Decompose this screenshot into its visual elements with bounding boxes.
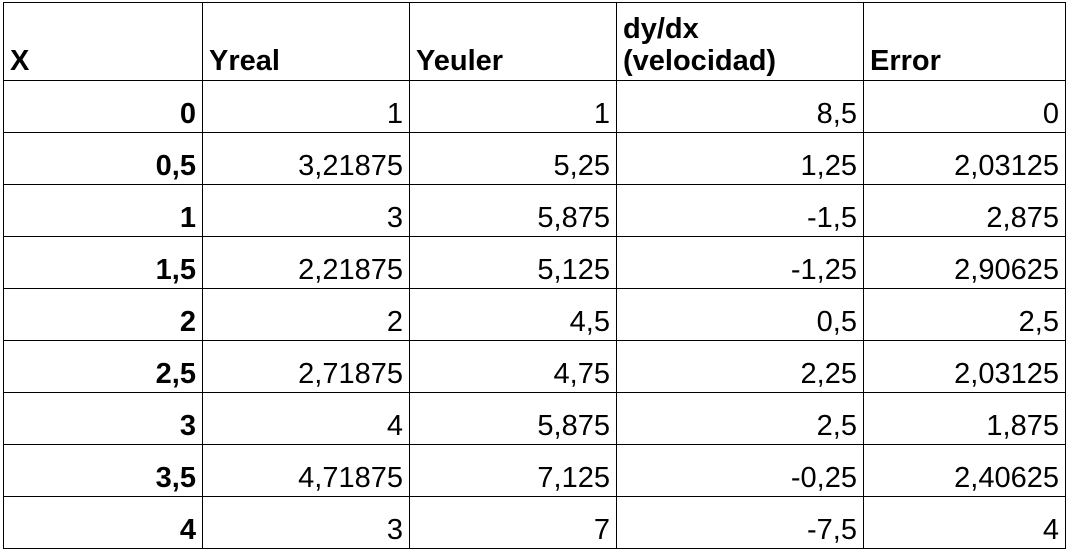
- cell-yreal[interactable]: 3: [202, 496, 410, 549]
- cell-yreal[interactable]: 4: [202, 392, 410, 445]
- cell-x[interactable]: 0,5: [3, 132, 203, 185]
- table-row: 2,5 2,71875 4,75 2,25 2,03125: [3, 340, 1066, 393]
- cell-yeuler[interactable]: 4,75: [409, 340, 617, 393]
- header-dydx[interactable]: dy/dx (velocidad): [616, 2, 864, 81]
- table-row: 1,5 2,21875 5,125 -1,25 2,90625: [3, 236, 1066, 289]
- cell-yreal[interactable]: 4,71875: [202, 444, 410, 497]
- table-row: 2 2 4,5 0,5 2,5: [3, 288, 1066, 341]
- cell-dydx[interactable]: 1,25: [616, 132, 864, 185]
- cell-error[interactable]: 1,875: [863, 392, 1066, 445]
- cell-x[interactable]: 3,5: [3, 444, 203, 497]
- cell-yeuler[interactable]: 5,875: [409, 392, 617, 445]
- table-row: 0,5 3,21875 5,25 1,25 2,03125: [3, 132, 1066, 185]
- cell-x[interactable]: 3: [3, 392, 203, 445]
- cell-yreal[interactable]: 2,21875: [202, 236, 410, 289]
- cell-yeuler[interactable]: 1: [409, 80, 617, 133]
- cell-error[interactable]: 2,03125: [863, 340, 1066, 393]
- cell-error[interactable]: 2,5: [863, 288, 1066, 341]
- header-yreal[interactable]: Yreal: [202, 2, 410, 81]
- cell-x[interactable]: 0: [3, 80, 203, 133]
- cell-error[interactable]: 2,875: [863, 184, 1066, 237]
- cell-dydx[interactable]: 8,5: [616, 80, 864, 133]
- header-row: X Yreal Yeuler dy/dx (velocidad) Error: [3, 2, 1066, 81]
- cell-dydx[interactable]: 2,25: [616, 340, 864, 393]
- data-table: X Yreal Yeuler dy/dx (velocidad) Error 0…: [3, 2, 1066, 549]
- cell-x[interactable]: 2: [3, 288, 203, 341]
- cell-dydx[interactable]: -1,5: [616, 184, 864, 237]
- cell-yeuler[interactable]: 4,5: [409, 288, 617, 341]
- table-row: 0 1 1 8,5 0: [3, 80, 1066, 133]
- cell-error[interactable]: 4: [863, 496, 1066, 549]
- cell-x[interactable]: 2,5: [3, 340, 203, 393]
- cell-error[interactable]: 2,03125: [863, 132, 1066, 185]
- cell-yeuler[interactable]: 5,875: [409, 184, 617, 237]
- cell-dydx[interactable]: -1,25: [616, 236, 864, 289]
- cell-x[interactable]: 1,5: [3, 236, 203, 289]
- cell-dydx[interactable]: -7,5: [616, 496, 864, 549]
- cell-x[interactable]: 4: [3, 496, 203, 549]
- cell-yeuler[interactable]: 5,25: [409, 132, 617, 185]
- cell-error[interactable]: 2,40625: [863, 444, 1066, 497]
- cell-error[interactable]: 2,90625: [863, 236, 1066, 289]
- cell-dydx[interactable]: -0,25: [616, 444, 864, 497]
- table-row: 4 3 7 -7,5 4: [3, 496, 1066, 549]
- cell-yeuler[interactable]: 7,125: [409, 444, 617, 497]
- cell-yeuler[interactable]: 7: [409, 496, 617, 549]
- table-row: 1 3 5,875 -1,5 2,875: [3, 184, 1066, 237]
- cell-yreal[interactable]: 2: [202, 288, 410, 341]
- cell-x[interactable]: 1: [3, 184, 203, 237]
- cell-yreal[interactable]: 3: [202, 184, 410, 237]
- header-x[interactable]: X: [3, 2, 203, 81]
- header-error[interactable]: Error: [863, 2, 1066, 81]
- cell-dydx[interactable]: 0,5: [616, 288, 864, 341]
- header-yeuler[interactable]: Yeuler: [409, 2, 617, 81]
- cell-yreal[interactable]: 3,21875: [202, 132, 410, 185]
- table-row: 3 4 5,875 2,5 1,875: [3, 392, 1066, 445]
- cell-dydx[interactable]: 2,5: [616, 392, 864, 445]
- cell-yreal[interactable]: 1: [202, 80, 410, 133]
- cell-yreal[interactable]: 2,71875: [202, 340, 410, 393]
- cell-yeuler[interactable]: 5,125: [409, 236, 617, 289]
- cell-error[interactable]: 0: [863, 80, 1066, 133]
- table-row: 3,5 4,71875 7,125 -0,25 2,40625: [3, 444, 1066, 497]
